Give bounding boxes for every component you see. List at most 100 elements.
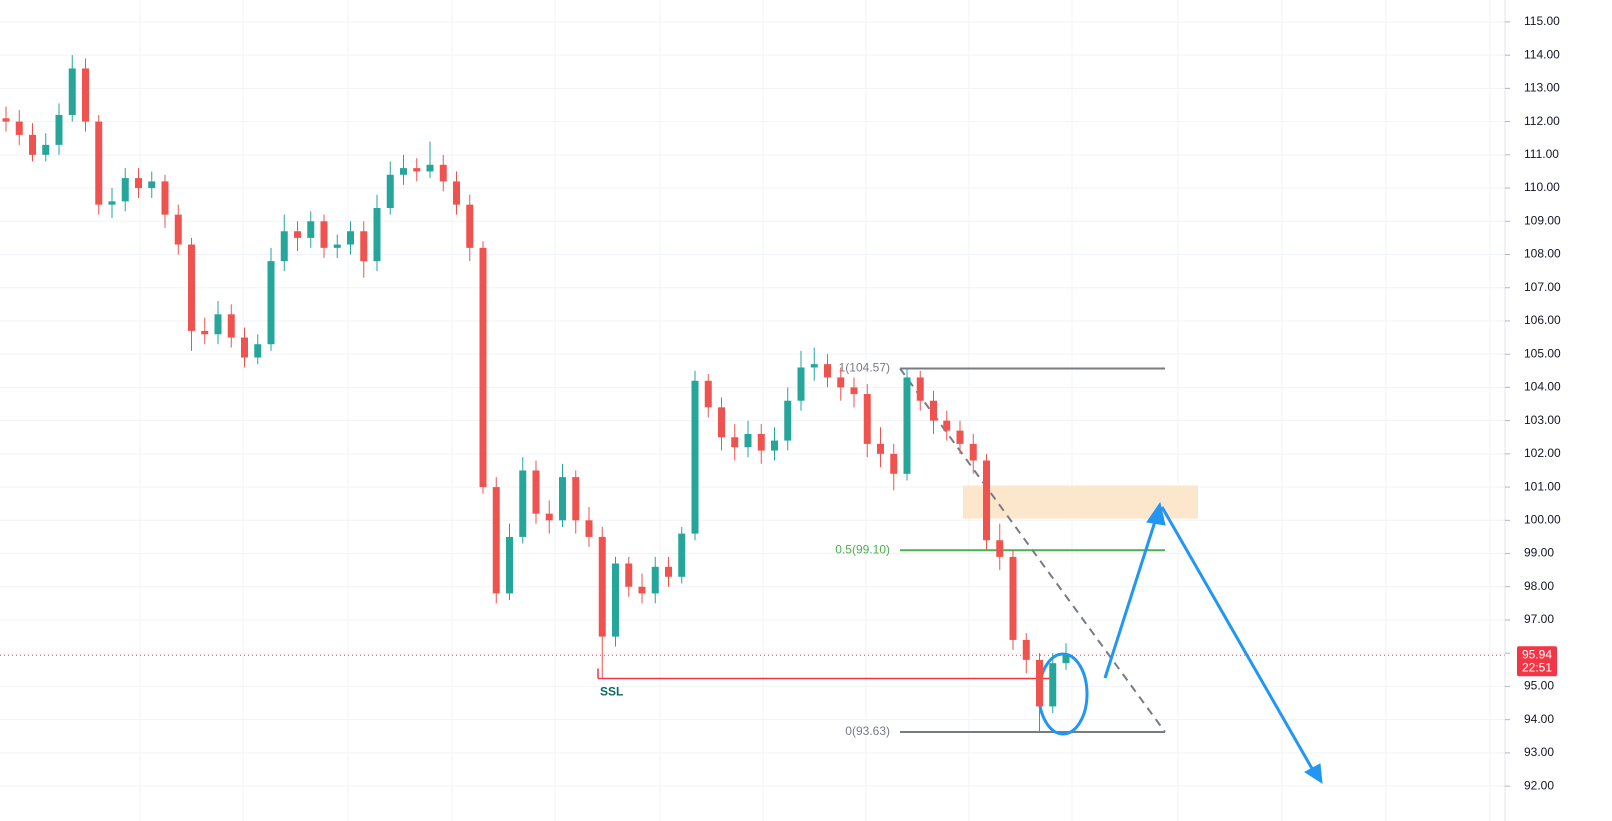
candle-body: [1022, 639, 1030, 660]
candle-body: [532, 470, 540, 514]
candle-body: [890, 453, 898, 474]
candle-body: [161, 181, 169, 215]
y-tick-label: 93.00: [1524, 745, 1554, 759]
candle-body: [439, 164, 447, 182]
last-price-label: 95.94: [1522, 647, 1552, 661]
candle-body: [1049, 663, 1057, 707]
candle-body: [55, 114, 63, 145]
arrow-up: [1103, 511, 1160, 679]
candle-body: [718, 407, 725, 438]
candle-body: [810, 364, 818, 368]
candle-body: [42, 144, 50, 155]
candle-body: [2, 118, 10, 122]
y-tick-label: 111.00: [1524, 147, 1559, 161]
candle-body: [174, 214, 182, 245]
y-tick-label: 108.00: [1524, 247, 1561, 261]
y-tick-label: 106.00: [1524, 313, 1561, 327]
candle-body: [333, 244, 341, 248]
candle-body: [267, 261, 275, 345]
candle-body: [241, 337, 248, 358]
candle-body: [731, 437, 739, 448]
fib-label: 0(93.63): [845, 724, 890, 738]
candle-body: [665, 566, 672, 577]
candle-body: [691, 380, 699, 534]
y-tick-label: 109.00: [1524, 213, 1561, 227]
candle-body: [135, 178, 142, 189]
candle-body: [916, 377, 924, 401]
candle-body: [744, 433, 752, 448]
y-tick-label: 98.00: [1524, 579, 1554, 593]
candle-body: [373, 207, 381, 262]
candle-body: [651, 566, 659, 594]
fib-label: 0.5(99.10): [835, 542, 890, 556]
candle-body: [148, 181, 156, 189]
candle-body: [638, 586, 646, 594]
vertical-grid: [139, 0, 1491, 821]
candle-body: [121, 178, 129, 202]
candle-body: [545, 513, 553, 521]
candles: [2, 55, 1070, 732]
y-tick-label: 110.00: [1524, 180, 1560, 194]
y-tick-label: 99.00: [1524, 546, 1554, 560]
candle-body: [479, 247, 487, 488]
candle-body: [625, 563, 633, 587]
y-tick-label: 92.00: [1524, 778, 1554, 792]
candle-body: [453, 181, 460, 205]
candle-body: [837, 377, 845, 388]
arrow-head: [1304, 763, 1323, 784]
candle-body: [559, 477, 566, 521]
candle-body: [1062, 655, 1070, 664]
y-tick-label: 107.00: [1524, 280, 1561, 294]
y-tick-label: 97.00: [1524, 612, 1554, 626]
candle-body: [956, 430, 964, 444]
candle-body: [29, 134, 36, 155]
y-tick-label: 112.00: [1524, 114, 1560, 128]
fib-label: 1(104.57): [839, 361, 890, 375]
candle-body: [95, 121, 103, 205]
candle-body: [294, 231, 301, 238]
candle-body: [704, 380, 712, 408]
candle-body: [903, 377, 911, 474]
ssl-label: SSL: [600, 685, 623, 699]
y-tick-label: 105.00: [1524, 346, 1561, 360]
arrow-head: [1146, 501, 1166, 526]
candle-body: [996, 540, 1004, 557]
candle-body: [771, 440, 778, 451]
candle-body: [519, 470, 527, 537]
y-tick-label: 115.00: [1524, 14, 1560, 28]
candle-body: [757, 433, 765, 451]
candle-body: [585, 520, 593, 537]
y-tick-label: 104.00: [1524, 380, 1561, 394]
candle-body: [108, 201, 116, 205]
candle-body: [214, 314, 222, 335]
price-axis: [1505, 0, 1612, 821]
candle-body: [784, 400, 792, 441]
candle-body: [400, 168, 407, 175]
y-tick-label: 103.00: [1524, 413, 1561, 427]
candle-body: [254, 344, 262, 358]
candle-body: [969, 443, 977, 461]
candle-body: [227, 314, 235, 338]
y-tick-label: 114.00: [1524, 47, 1560, 61]
candle-body: [1009, 556, 1017, 640]
candle-body: [598, 536, 606, 637]
candle-body: [678, 533, 686, 577]
y-tick-label: 113.00: [1524, 81, 1560, 95]
candle-body: [492, 487, 500, 594]
candle-body: [612, 563, 619, 637]
candle-body: [68, 68, 76, 115]
candle-body: [1036, 659, 1043, 707]
candle-body: [863, 394, 871, 444]
candle-body: [824, 364, 831, 378]
y-tick-label: 101.00: [1524, 479, 1561, 493]
arrow-down: [1160, 506, 1316, 773]
candle-body: [201, 330, 209, 335]
candle-body: [506, 536, 513, 594]
y-tick-label: 94.00: [1524, 712, 1554, 726]
candle-body: [280, 231, 288, 262]
candle-body: [360, 231, 368, 262]
y-tick-label: 100.00: [1524, 512, 1561, 526]
y-tick-label: 95.00: [1524, 679, 1554, 693]
candle-body: [572, 477, 580, 521]
